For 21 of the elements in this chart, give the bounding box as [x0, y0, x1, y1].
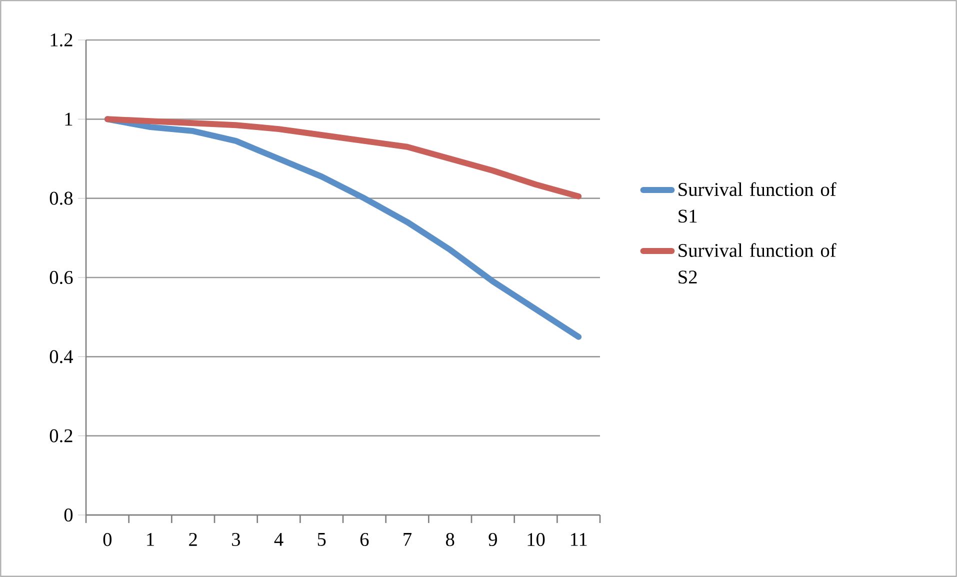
x-tick-label: 10	[528, 533, 545, 546]
legend-label: Survival function of S2	[678, 243, 836, 284]
y-tick-label: 0.4	[50, 350, 73, 364]
x-tick-label: 2	[189, 533, 197, 546]
y-tick-label: 0.6	[50, 270, 73, 284]
y-tick-label: 0.8	[50, 192, 73, 205]
x-tick-label: 9	[488, 533, 497, 546]
y-tick-label: 1.2	[50, 33, 72, 47]
y-tick-label: 1	[65, 112, 72, 126]
y-tick-label: 0.2	[50, 429, 72, 442]
x-tick-label: 1	[147, 533, 154, 546]
x-tick-label: 3	[232, 533, 240, 546]
x-tick-label: 0	[103, 533, 112, 546]
legend-label: Survival function of S1	[678, 182, 836, 223]
x-tick-label: 7	[404, 533, 412, 546]
x-tick-label: 6	[360, 533, 369, 546]
x-tick-label: 4	[274, 533, 284, 546]
x-tick-label: 8	[446, 533, 454, 546]
x-tick-label: 5	[318, 533, 326, 546]
y-tick-label: 0	[64, 508, 73, 522]
x-tick-label: 11	[570, 533, 587, 546]
